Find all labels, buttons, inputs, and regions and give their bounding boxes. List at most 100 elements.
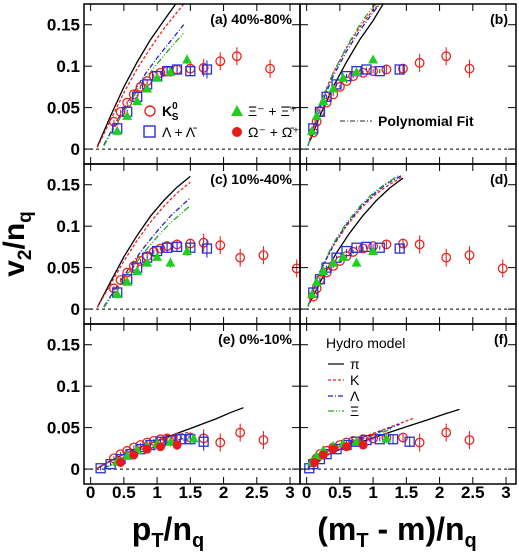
marker-lambda [201,243,213,254]
panel-label: (e) 0%-10% [218,331,292,347]
y-axis-title: v2/nq [0,211,36,277]
panel-label: (c) 10%-40% [210,171,292,187]
x-tick-label: 3 [501,483,510,502]
marker-lambda [314,106,326,117]
x-axis-title-right: (mT - m)/nq [317,511,477,552]
marker-xi [165,66,176,76]
marker-k0s [235,252,246,263]
marker-lambda [374,242,385,253]
x-tick-label: 1.5 [179,483,203,502]
legend-hydro: Hydro model π K Λ Ξ [326,335,405,419]
x-tick-label: 2 [435,483,444,502]
marker-omega [310,457,320,467]
marker-xi [328,83,339,93]
legend-lambda-label: Λ + Λ̄ [162,124,197,140]
x-tick-label: 0.5 [112,483,136,502]
marker-omega [358,440,368,450]
marker-k0s [464,435,475,446]
marker-xi [188,433,199,443]
legend-poly-label: Polynomial Fit [378,113,474,129]
x-axis-title-right-sub2: q [465,530,477,552]
marker-k0s [215,56,226,67]
hydro-curve-k [96,4,185,148]
marker-k0s [381,64,392,75]
marker-k0s [291,263,300,274]
y-axis-title-sep: /n [0,223,31,250]
y-tick-label: 0.1 [56,57,80,76]
marker-lambda [374,66,385,77]
panel-e: 0 0.5 1 1.5 2 2.5 3 0 0.05 0.1 0.15 (e) 0%-10% [47,323,301,502]
y-tick-label: 0 [71,300,80,319]
marker-k0s [381,239,392,250]
marker-xi [112,289,123,299]
legend-species: K0 S Ξ⁻ + Ξ̄⁺ Λ + Λ̄ Ω⁻ + Ω̄⁺ [143,101,300,140]
marker-omega [318,450,328,460]
x-axis-title-left-main: p [132,511,152,547]
marker-k0s [334,256,345,266]
legend-hydro-k-label: K [350,372,360,388]
legend-k0s-label: K0 S [162,101,179,123]
legend-k0s-marker [144,105,156,117]
hydro-curve-lambda [103,197,191,307]
marker-k0s [128,89,139,100]
hydro-curves [96,175,191,308]
hydro-curve-pi [96,4,177,147]
marker-k0s [464,63,475,74]
marker-lambda [321,91,332,102]
x-axis-title-left-sub: T [151,530,163,552]
marker-xi [318,265,329,275]
marker-omega [116,457,126,467]
marker-lambda [161,242,173,253]
marker-xi [328,257,339,267]
y-tick-label: 0.05 [47,99,80,118]
marker-k0s [464,250,475,261]
marker-k0s [155,243,166,254]
marker-xi [152,251,163,261]
marker-xi [122,450,133,460]
hydro-curve-xi [103,205,191,308]
marker-k0s [198,62,209,73]
x-axis-title-right-sub: T [356,530,368,552]
marker-k0s [441,252,452,263]
legend-omega-label: Ω⁻ + Ω̄⁺ [248,124,300,140]
marker-k0s [441,427,452,438]
y-axis-title-sub: 2 [15,250,36,261]
hydro-curves [96,4,185,148]
x-tick-label: 2.5 [461,483,485,502]
legend-k0s-sup: 0 [172,101,178,112]
marker-xi [132,95,143,105]
marker-k0s [368,433,379,444]
marker-lambda [394,64,405,75]
marker-omega [129,450,139,460]
y-tick-label: 0.05 [47,419,80,438]
x-axis-title-right-mid: - m)/n [369,511,465,547]
legend-hydro-pi-label: π [350,356,360,372]
x-tick-label: 2 [219,483,228,502]
data-markers [108,233,300,299]
x-axis-title-left-sub2: q [192,530,204,552]
marker-k0s [414,57,425,68]
panel-frame [299,323,517,485]
legend-poly: Polynomial Fit [340,113,474,129]
legend-hydro-xi-label: Ξ [350,403,359,419]
marker-xi [311,450,322,460]
marker-xi [152,72,163,82]
marker-lambda [404,436,415,447]
marker-xi [112,125,123,135]
y-tick-label: 0.1 [56,377,80,396]
marker-xi [306,289,317,299]
x-tick-label: 2.5 [245,483,269,502]
legend-lambda-marker [143,125,156,138]
marker-k0s [258,435,269,446]
data-markers [95,423,269,474]
marker-xi [351,66,362,76]
hydro-curve-pi [96,175,191,308]
marker-k0s [334,81,345,92]
marker-k0s [258,250,269,261]
marker-xi [368,54,379,64]
marker-lambda [171,64,183,75]
y-tick-label: 0.05 [47,259,80,278]
legend-hydro-lambda-label: Λ [350,388,360,404]
data-markers [304,423,475,474]
marker-lambda [331,79,342,90]
